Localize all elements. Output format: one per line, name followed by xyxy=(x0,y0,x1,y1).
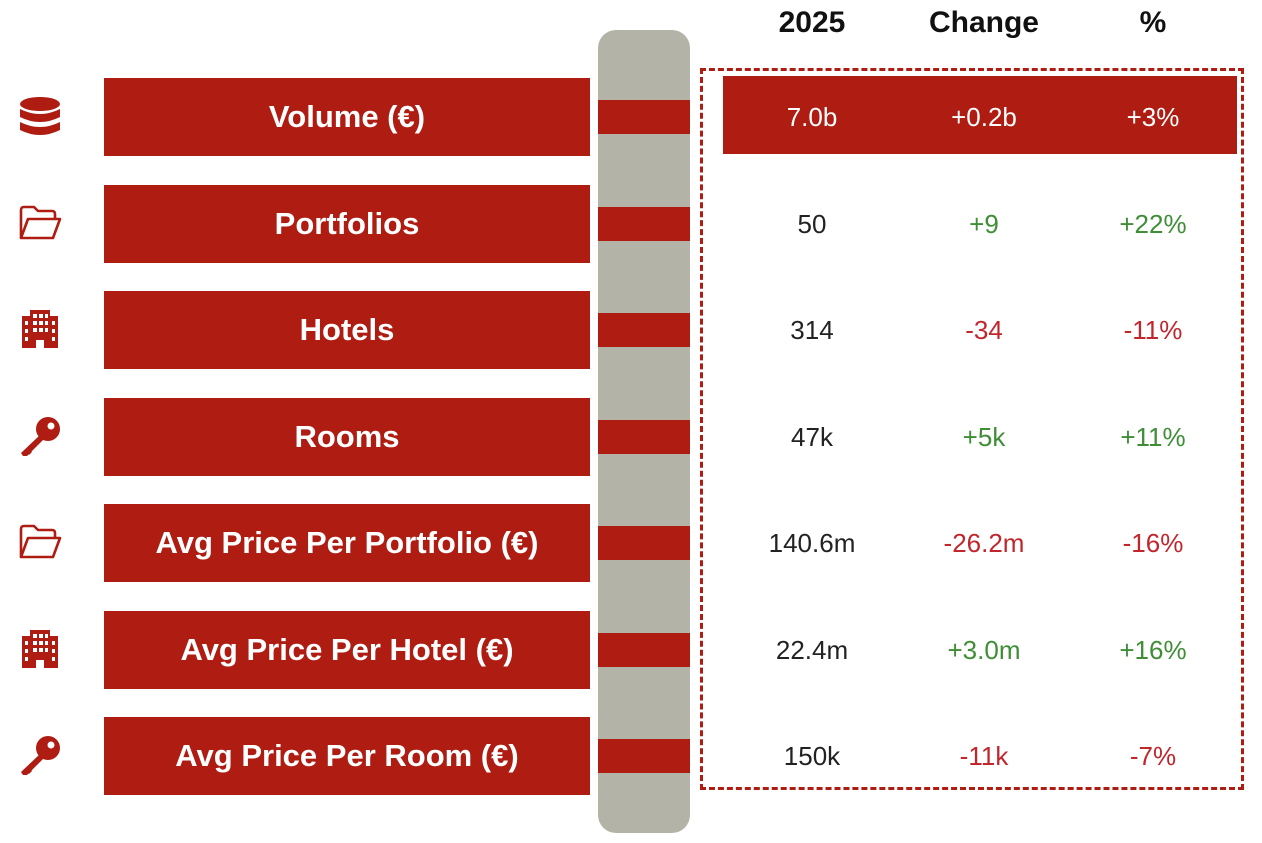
value-2025: 47k xyxy=(791,421,833,452)
metric-label: Avg Price Per Portfolio (€) xyxy=(104,504,590,582)
header-2025: 2025 xyxy=(778,6,846,39)
metric-label: Portfolios xyxy=(104,184,590,263)
value-percent: +22% xyxy=(1119,208,1187,239)
header-change: Change xyxy=(928,6,1039,39)
value-2025: 22.4m xyxy=(775,634,849,665)
folder-open-icon xyxy=(19,524,62,559)
value-2025: 314 xyxy=(790,315,834,345)
metric-label: Volume (€) xyxy=(104,78,590,156)
value-change: +3.0m xyxy=(947,634,1021,665)
metric-label: Avg Price Per Hotel (€) xyxy=(104,610,590,689)
key-icon xyxy=(21,416,60,456)
key-icon xyxy=(21,736,60,775)
value-2025: 7.0b xyxy=(786,102,838,132)
pillar-stripe xyxy=(598,419,690,454)
pillar-stripe xyxy=(598,739,690,773)
values-frame xyxy=(700,68,1244,790)
value-percent: -7% xyxy=(1129,741,1177,771)
value-percent: +16% xyxy=(1119,634,1187,665)
value-2025: 140.6m xyxy=(768,528,856,558)
value-change: +5k xyxy=(962,421,1006,452)
value-change: +9 xyxy=(969,208,999,239)
value-percent: -16% xyxy=(1122,528,1184,558)
folder-open-icon xyxy=(19,205,62,239)
value-percent: -11% xyxy=(1123,315,1183,345)
pillar-stripe xyxy=(598,206,690,241)
value-change: +0.2b xyxy=(951,102,1017,132)
database-icon xyxy=(20,97,60,135)
value-2025: 150k xyxy=(783,741,841,771)
value-change: -26.2m xyxy=(943,528,1025,558)
pillar-stripe xyxy=(598,100,690,134)
pillar-stripe xyxy=(598,632,690,667)
value-change: -34 xyxy=(965,315,1003,345)
pillar-stripe xyxy=(598,526,690,560)
value-change: -11k xyxy=(959,741,1009,771)
metric-label: Hotels xyxy=(104,291,590,369)
value-percent: +3% xyxy=(1126,102,1180,132)
header-percent: % xyxy=(1139,6,1167,39)
volume-highlight xyxy=(723,76,1237,154)
metric-label: Avg Price Per Room (€) xyxy=(104,717,590,795)
value-percent: +11% xyxy=(1120,421,1186,452)
building-icon xyxy=(22,629,58,668)
value-2025: 50 xyxy=(797,208,827,239)
pillar-stripe xyxy=(598,313,690,347)
metric-label: Rooms xyxy=(104,397,590,476)
building-icon xyxy=(22,310,58,348)
